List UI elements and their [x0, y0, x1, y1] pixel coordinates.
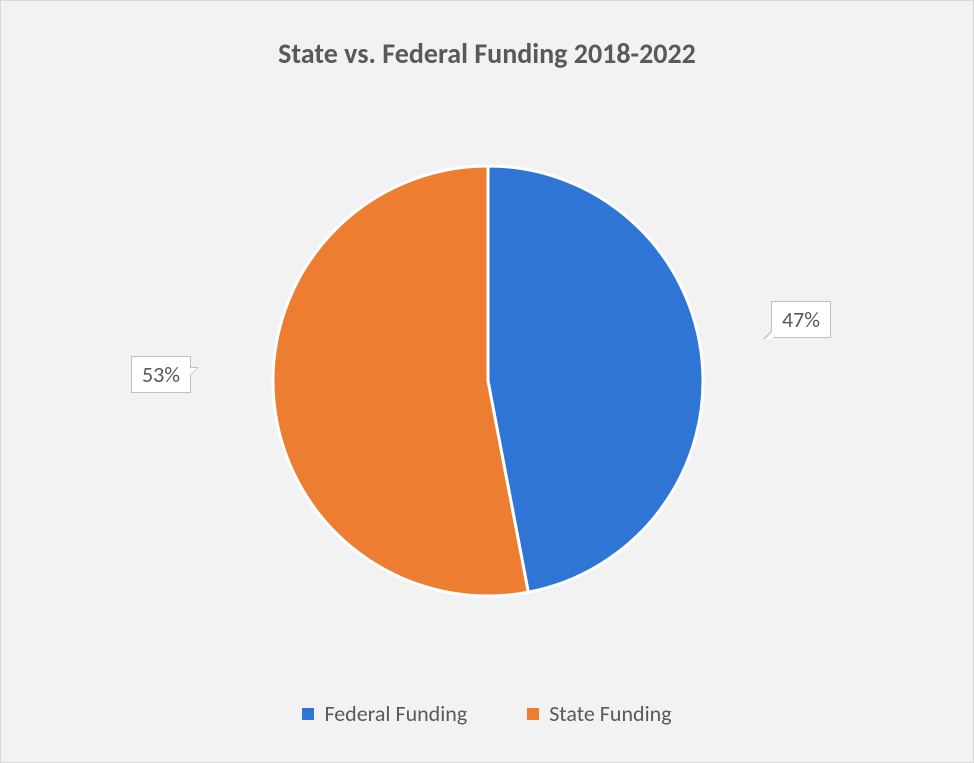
- pie-chart: [270, 163, 706, 599]
- data-label-state-text: 53%: [142, 361, 180, 388]
- legend-swatch-state: [527, 708, 539, 720]
- chart-frame: State vs. Federal Funding 2018-2022 47% …: [0, 0, 974, 763]
- legend-swatch-federal: [302, 708, 314, 720]
- data-label-federal-text: 47%: [782, 306, 820, 333]
- data-label-federal: 47%: [771, 301, 831, 338]
- legend-label-state: State Funding: [549, 700, 671, 727]
- legend-item-federal: Federal Funding: [302, 700, 467, 727]
- legend-item-state: State Funding: [527, 700, 671, 727]
- pie-svg: [270, 163, 706, 599]
- data-label-state: 53%: [131, 356, 191, 393]
- callout-leader-icon: [189, 368, 197, 376]
- chart-title: State vs. Federal Funding 2018-2022: [1, 36, 973, 71]
- pie-slice: [488, 166, 703, 592]
- legend-label-federal: Federal Funding: [324, 700, 467, 727]
- callout-leader-icon: [765, 331, 773, 339]
- legend: Federal Funding State Funding: [1, 700, 973, 727]
